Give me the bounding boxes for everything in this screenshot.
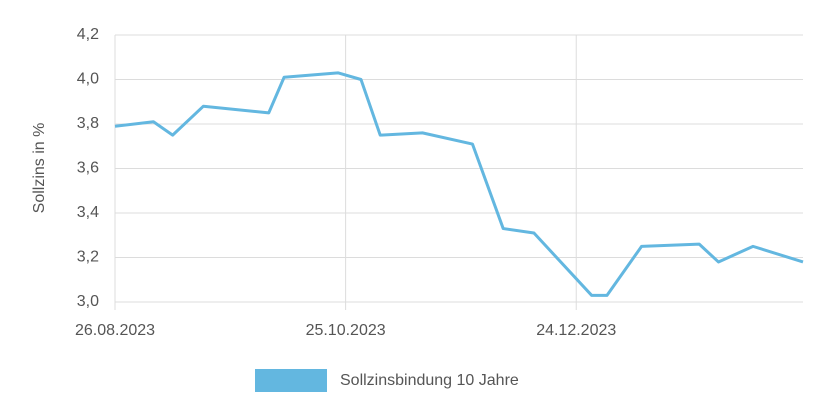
data-line [114,71,804,297]
y-tick-label: 4,2 [77,26,99,43]
y-tick-label: 3,6 [77,160,99,177]
y-tick-label: 3,0 [77,293,99,310]
x-tick-label: 26.08.2023 [75,322,155,339]
x-tick-label: 24.12.2023 [536,322,616,339]
y-tick-label: 3,8 [77,115,99,132]
y-axis-title: Sollzins in % [31,123,48,214]
legend-swatch [255,369,327,392]
y-tick-label: 3,2 [77,249,99,266]
y-tick-label: 4,0 [77,71,99,88]
y-tick-label: 3,4 [77,204,99,221]
x-tick-label: 25.10.2023 [306,322,386,339]
legend-label: Sollzinsbindung 10 Jahre [340,372,519,389]
